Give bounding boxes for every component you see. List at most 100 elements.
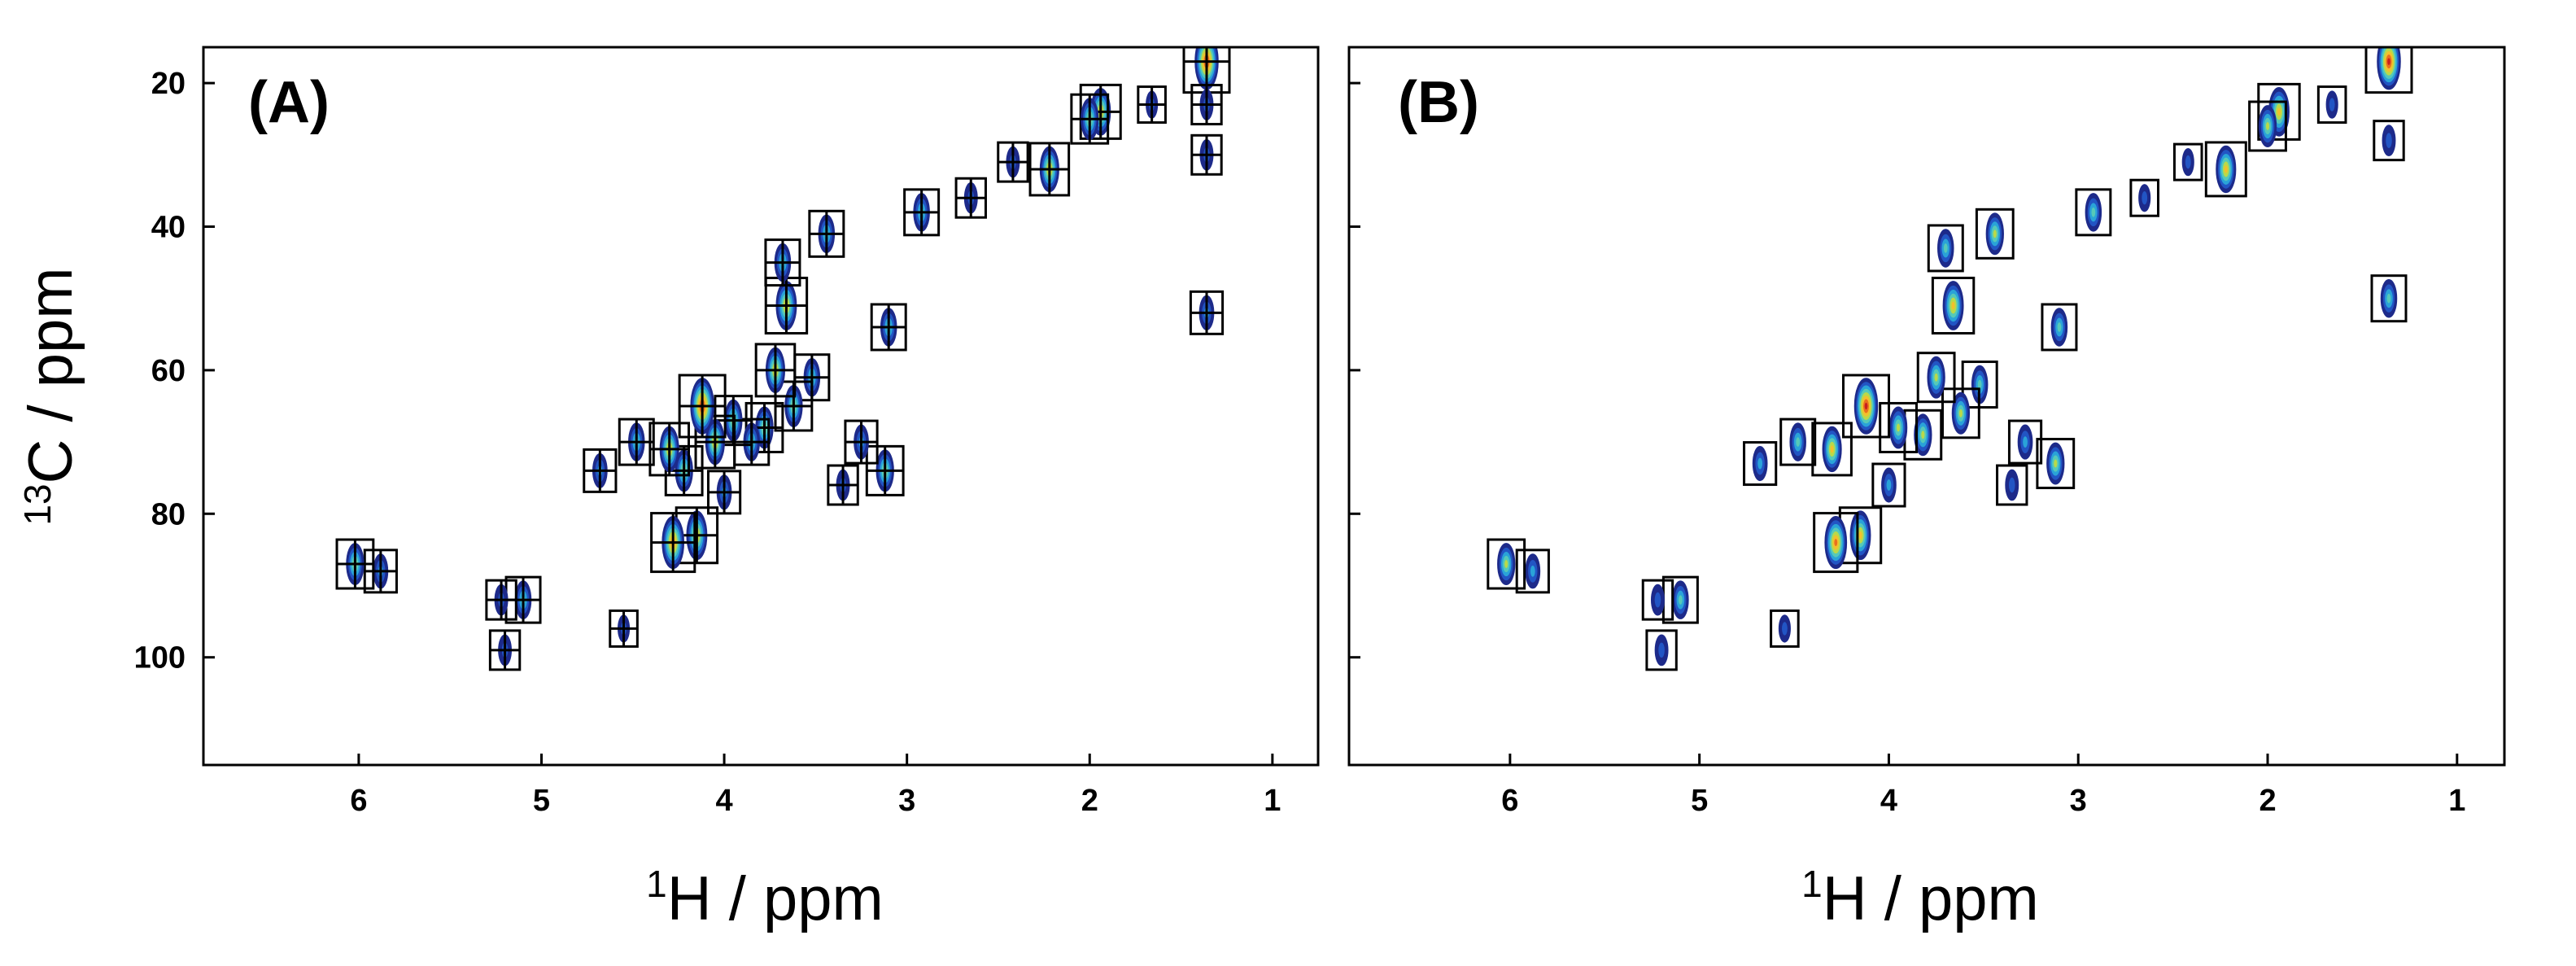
peak — [609, 609, 639, 648]
peak-box — [1487, 538, 1526, 590]
peak — [2373, 120, 2405, 162]
peak — [678, 374, 727, 439]
y-tick-label: 20 — [151, 67, 186, 101]
peak-contour — [1658, 642, 1665, 658]
x-tick-label: 5 — [533, 784, 550, 818]
peak-contour — [2265, 122, 2270, 131]
peak — [1487, 538, 1526, 590]
peak — [648, 422, 691, 477]
peak-contour — [2386, 293, 2391, 304]
peak-box — [2257, 82, 2301, 141]
peak-contour — [2091, 208, 2096, 217]
peak-contour — [2387, 58, 2390, 65]
peak — [1515, 549, 1550, 594]
peaks-layer — [335, 47, 1231, 671]
peak — [764, 238, 801, 287]
peak-box — [1515, 549, 1550, 594]
peak-box — [2316, 85, 2347, 125]
peak — [865, 444, 905, 496]
peak — [2129, 178, 2160, 217]
peak — [1842, 374, 1891, 439]
panel-b: 6 5 4 3 2 1 — [1347, 46, 2506, 818]
peak-contour — [2008, 477, 2015, 493]
peak-box — [1916, 352, 1956, 404]
peak-contour — [1504, 560, 1508, 569]
peak-contour — [2224, 165, 2228, 173]
panel-a: 6 5 4 3 2 1 20 40 60 80 100 — [134, 46, 1320, 818]
peak-box — [1975, 208, 2015, 260]
x-tick-label: 4 — [716, 784, 733, 818]
peak — [1941, 387, 1980, 439]
peak — [2370, 274, 2408, 323]
peak-box — [2370, 274, 2408, 323]
peak — [1641, 579, 1674, 621]
peak-box — [1879, 401, 1918, 453]
x-tick-label: 3 — [898, 784, 915, 818]
peak — [2041, 303, 2078, 352]
peak — [1879, 401, 1918, 453]
peak-box — [2007, 419, 2043, 465]
y-axis-title-superscript: 13 — [16, 483, 59, 525]
x-axis-title-b: 1H / ppm — [1801, 863, 2039, 933]
x-tick-label: 1 — [1264, 784, 1281, 818]
peak-contour — [1896, 423, 1901, 432]
peak — [1927, 224, 1964, 273]
peak — [2204, 141, 2247, 198]
x-tick-label: 4 — [1880, 784, 1897, 818]
peak — [1871, 462, 1906, 508]
x-tick-label: 5 — [1691, 784, 1708, 818]
peak-box — [2204, 141, 2247, 198]
x-axis-title-a-superscript: 1 — [646, 863, 667, 905]
peak — [1811, 422, 1853, 477]
x-axis-title-b-superscript: 1 — [1801, 863, 1823, 905]
peak-box — [1927, 224, 1964, 273]
peak — [870, 303, 907, 352]
peak-contour — [1886, 479, 1892, 491]
peak-contour — [1943, 243, 1948, 253]
peak-contour — [1958, 409, 1963, 417]
peak-contour — [1858, 531, 1862, 540]
peak — [1190, 133, 1223, 176]
peak — [1975, 208, 2015, 260]
svg-text:13C / ppm: 13C / ppm — [16, 267, 85, 525]
peak — [903, 188, 941, 237]
peak-contour — [2023, 436, 2028, 448]
peak — [706, 470, 742, 515]
peak — [1779, 417, 1817, 466]
x-tick-label: 2 — [2259, 784, 2276, 818]
peak-box — [1813, 512, 1859, 574]
peak — [808, 209, 845, 258]
plot-frame — [1347, 46, 2506, 767]
peak — [2364, 47, 2413, 94]
peak-contour — [2386, 133, 2392, 148]
peak-contour — [2142, 191, 2148, 205]
peak — [1189, 290, 1225, 335]
x-tick-label: 1 — [2448, 784, 2465, 818]
peak-box — [1641, 579, 1674, 621]
peak — [335, 538, 375, 590]
peak-box — [2075, 188, 2112, 237]
peak — [1961, 361, 1998, 409]
peak — [1743, 441, 1778, 487]
peak-contour — [2329, 98, 2335, 111]
peak — [2316, 85, 2347, 125]
peak-box — [1645, 629, 1678, 671]
peak — [1996, 464, 2028, 506]
peak-box — [2248, 100, 2287, 152]
peak-contour — [2277, 107, 2281, 116]
peak-contour — [2057, 322, 2062, 332]
peak-box — [2172, 142, 2203, 181]
peak-contour — [1830, 445, 1834, 453]
peak — [1931, 277, 1976, 335]
peak — [827, 464, 859, 506]
peak — [583, 448, 618, 493]
y-axis-title-main: C / ppm — [16, 267, 85, 483]
peak-contour — [1678, 595, 1683, 605]
plot-frame — [202, 46, 1320, 767]
peak — [1182, 47, 1231, 94]
peak-contour — [1951, 301, 1955, 310]
peak-contour — [1977, 379, 1982, 390]
x-axis-title-a-main: H / ppm — [667, 864, 884, 933]
peak — [1028, 142, 1071, 197]
y-tick-label: 80 — [151, 497, 186, 531]
